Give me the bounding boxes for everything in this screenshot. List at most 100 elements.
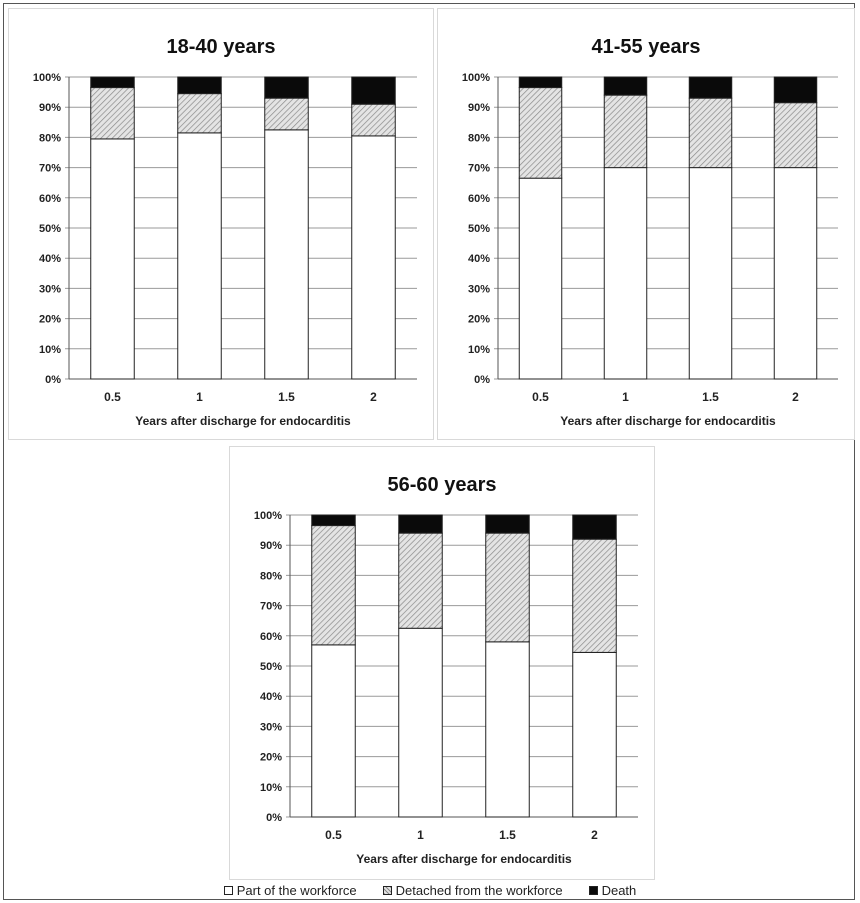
bar-segment-death [688, 76, 733, 99]
y-tick-label: 50% [39, 223, 61, 235]
legend-label-workforce: Part of the workforce [236, 882, 357, 898]
y-tick-label: 100% [462, 72, 490, 84]
bar-segment-death [264, 76, 309, 99]
y-tick-label: 70% [39, 163, 61, 175]
bar-segment-death [351, 76, 396, 105]
y-tick-label: 50% [468, 223, 490, 235]
legend-swatch-detached [382, 885, 392, 895]
y-tick-label: 90% [468, 102, 490, 114]
bar-segment-workforce [518, 177, 563, 380]
bar-segment-detached [351, 103, 396, 137]
x-axis-label: Years after discharge for endocarditis [356, 852, 572, 866]
chart-panel-56-60: 56-60 years 0% 10% 20% 30% 40% 50% 60% 70% 80% 90%… [229, 446, 655, 880]
x-tick-label: 2 [792, 390, 799, 404]
legend-item-workforce: Part of the workforce [223, 882, 357, 898]
bar-segment-detached [572, 538, 617, 653]
x-tick-label: 0.5 [325, 828, 342, 842]
bar-segment-death [177, 76, 222, 95]
y-tick-label: 30% [260, 721, 282, 733]
y-tick-label: 60% [260, 631, 282, 643]
chart-56-60-svg: 56-60 years 0% 10% 20% 30% 40% 50% 60% 70% 80% 90%… [254, 474, 638, 866]
y-tick-label: 50% [260, 661, 282, 673]
y-tick-label: 40% [468, 253, 490, 265]
bar-segment-detached [177, 93, 222, 134]
x-tick-label: 2 [370, 390, 377, 404]
y-tick-label: 80% [468, 132, 490, 144]
y-tick-label: 0% [266, 812, 282, 824]
legend-item-detached: Detached from the workforce [382, 882, 563, 898]
chart-title: 56-60 years [388, 474, 497, 496]
bar-segment-workforce [572, 651, 617, 818]
bar-segment-workforce [311, 644, 356, 818]
x-tick-label: 1 [196, 390, 203, 404]
y-tick-label: 70% [260, 601, 282, 613]
bar-segment-death [603, 76, 648, 96]
y-tick-label: 70% [468, 163, 490, 175]
x-axis-label: Years after discharge for endocarditis [135, 414, 351, 428]
chart-panel-18-40: 18-40 years 0% 10% 20% 30% 40% 50% 60% 70% 80% 90%… [8, 8, 434, 440]
y-tick-label: 80% [39, 132, 61, 144]
legend-swatch-workforce [223, 885, 233, 895]
y-tick-label: 90% [260, 540, 282, 552]
legend-label-detached: Detached from the workforce [395, 882, 563, 898]
x-tick-label: 1 [417, 828, 424, 842]
bar-segment-workforce [688, 167, 733, 380]
bar-segment-detached [603, 94, 648, 169]
bar-segment-detached [90, 87, 135, 140]
y-tick-label: 10% [260, 782, 282, 794]
bar-segment-detached [264, 97, 309, 131]
y-tick-label: 60% [39, 193, 61, 205]
bar-segment-death [90, 76, 135, 89]
chart-panel-41-55: 41-55 years 0% 10% 20% 30% 40% 50% 60% 70% 80% 90%… [437, 8, 855, 440]
bar-segment-detached [485, 532, 530, 643]
y-tick-label: 20% [39, 314, 61, 326]
y-tick-label: 20% [260, 752, 282, 764]
bar-segment-detached [311, 525, 356, 646]
bar-segment-detached [518, 87, 563, 179]
bar-segment-detached [773, 102, 818, 169]
bar-segment-detached [398, 532, 443, 629]
bar-segment-workforce [398, 627, 443, 818]
y-tick-label: 100% [33, 72, 61, 84]
bar-segment-death [311, 514, 356, 527]
bar-segment-workforce [90, 138, 135, 380]
y-tick-label: 0% [45, 374, 61, 386]
y-tick-label: 40% [39, 253, 61, 265]
x-axis-label: Years after discharge for endocarditis [560, 414, 776, 428]
bar-segment-death [572, 514, 617, 540]
legend-label-death: Death [601, 882, 637, 898]
x-tick-label: 0.5 [532, 390, 549, 404]
figure-frame [3, 3, 855, 900]
y-tick-label: 90% [39, 102, 61, 114]
bar-segment-workforce [177, 132, 222, 380]
x-tick-label: 0.5 [104, 390, 121, 404]
y-tick-label: 10% [39, 344, 61, 356]
chart-legend: Part of the workforce Detached from the … [0, 879, 860, 901]
y-tick-label: 10% [468, 344, 490, 356]
bar-segment-workforce [773, 167, 818, 380]
x-tick-label: 1.5 [702, 390, 719, 404]
bar-segment-detached [688, 97, 733, 169]
y-tick-label: 100% [254, 510, 282, 522]
bar-segment-death [398, 514, 443, 534]
legend-item-death: Death [588, 882, 637, 898]
x-tick-label: 2 [591, 828, 598, 842]
x-tick-label: 1.5 [499, 828, 516, 842]
legend-swatch-death [588, 885, 598, 895]
x-tick-label: 1.5 [278, 390, 295, 404]
y-tick-label: 30% [39, 283, 61, 295]
bar-segment-workforce [264, 129, 309, 380]
bar-segment-workforce [485, 641, 530, 818]
bar-segment-workforce [351, 135, 396, 380]
y-tick-label: 60% [468, 193, 490, 205]
bar-segment-workforce [603, 167, 648, 380]
x-tick-label: 1 [622, 390, 629, 404]
bar-segment-death [518, 76, 563, 89]
y-tick-label: 40% [260, 691, 282, 703]
y-tick-label: 20% [468, 314, 490, 326]
chart-title: 18-40 years [167, 36, 276, 58]
y-tick-label: 30% [468, 283, 490, 295]
chart-title: 41-55 years [592, 36, 701, 58]
bar-segment-death [485, 514, 530, 534]
y-tick-label: 80% [260, 570, 282, 582]
